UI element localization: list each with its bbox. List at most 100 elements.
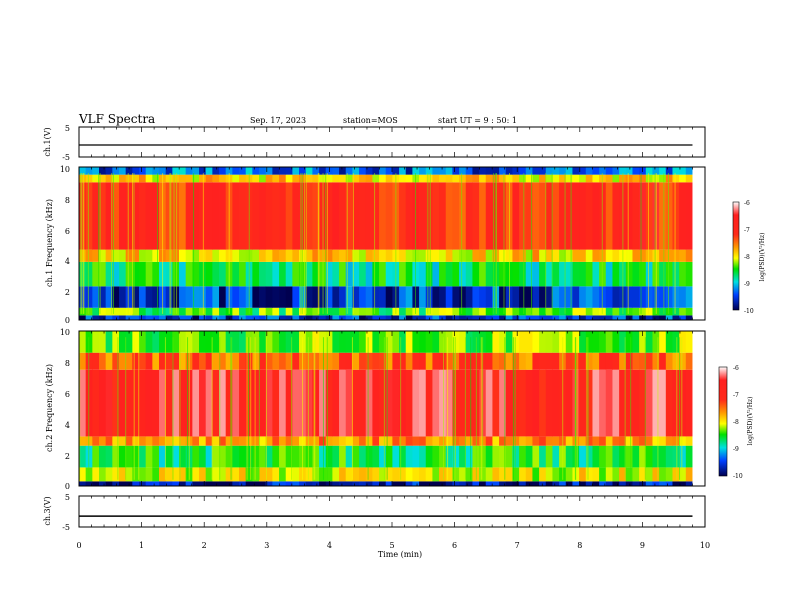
- spec1-cell: [199, 315, 207, 320]
- spec2-cell: [379, 352, 387, 370]
- spec2-cell: [359, 369, 367, 437]
- spec1-cell: [685, 249, 693, 262]
- spec1-cell: [119, 167, 127, 175]
- spec1-cell: [612, 307, 620, 316]
- spec2-streak: [125, 337, 127, 480]
- spec2-cell: [505, 445, 513, 468]
- spec2-cell: [139, 467, 147, 482]
- xtick-8: 8: [577, 541, 582, 550]
- spec2-cell: [152, 467, 160, 482]
- spec1-cell: [625, 174, 633, 183]
- spec1-cell: [632, 167, 640, 175]
- spec2-cell: [459, 436, 467, 446]
- spec2-cell: [459, 445, 467, 468]
- spec2-cell: [245, 481, 253, 486]
- spec2-cell: [219, 481, 227, 486]
- spec1-cell: [552, 249, 560, 262]
- spec1-cell: [425, 307, 433, 316]
- spec1-cell: [332, 307, 340, 316]
- spec2-cell: [99, 467, 107, 482]
- spec2-cell: [445, 331, 453, 353]
- spec2-cell: [685, 481, 693, 486]
- spec1-streak: [654, 173, 656, 314]
- spec2-cell: [459, 369, 467, 437]
- spec1-cell: [199, 286, 207, 308]
- spec2-cell: [372, 481, 380, 486]
- spec1-cell: [632, 182, 640, 250]
- spec1-cell: [472, 315, 480, 320]
- spec2-cell: [92, 481, 100, 486]
- spec1-cell: [332, 182, 340, 250]
- spec1-cell: [165, 174, 173, 183]
- spec1-cell: [232, 182, 240, 250]
- spec2-cell: [579, 352, 587, 370]
- spec1-cell: [345, 261, 353, 287]
- start-time-label: start UT = 9 : 50: 1: [438, 116, 517, 125]
- spec1-streak: [80, 173, 82, 314]
- spec2-cell: [139, 369, 147, 437]
- spec2-cell: [612, 369, 620, 437]
- spec1-cell: [659, 249, 667, 262]
- spec2-cell: [525, 467, 533, 482]
- spec2-cell: [619, 445, 627, 468]
- spec1-cell: [252, 182, 260, 250]
- spec2-cell: [339, 481, 347, 486]
- ch1-spec-ytick-10: 10: [60, 165, 70, 174]
- spec2-streak: [587, 337, 589, 480]
- spec1-cell: [365, 174, 373, 183]
- spec1-cell: [252, 174, 260, 183]
- spec1-cell: [139, 307, 147, 316]
- spec1-cell: [379, 249, 387, 262]
- spec1-cell: [579, 261, 587, 287]
- spec2-cell: [199, 445, 207, 468]
- spec2-cell: [525, 445, 533, 468]
- xtick-1: 1: [139, 541, 144, 550]
- spec2-cell: [159, 331, 167, 353]
- ch1-cb-tick-10: -10: [744, 308, 754, 315]
- spec1-cell: [612, 315, 620, 320]
- spec1-cell: [372, 286, 380, 308]
- spec2-cell: [205, 467, 213, 482]
- spec2-streak: [562, 337, 564, 480]
- spec2-cell: [112, 436, 120, 446]
- spec1-cell: [419, 261, 427, 287]
- spec2-cell: [672, 481, 680, 486]
- spec2-cell: [279, 369, 287, 437]
- spec1-cell: [132, 174, 140, 183]
- spec2-cell: [399, 369, 407, 437]
- spec1-streak: [415, 173, 417, 314]
- spec1-cell: [212, 286, 220, 308]
- spec1-streak: [113, 173, 115, 314]
- date-label: Sep. 17, 2023: [250, 116, 306, 125]
- spec1-cell: [579, 307, 587, 316]
- spec2-cell: [319, 467, 327, 482]
- spec2-cell: [279, 436, 287, 446]
- spec2-cell: [492, 369, 500, 437]
- spec1-streak: [427, 173, 429, 314]
- spec1-cell: [265, 167, 273, 175]
- spec2-cell: [259, 467, 267, 482]
- spec2-cell: [579, 331, 587, 353]
- spec2-cell: [519, 331, 527, 353]
- spec1-cell: [105, 167, 113, 175]
- spec1-cell: [285, 261, 293, 287]
- spec1-cell: [352, 249, 360, 262]
- spec1-cell: [185, 167, 193, 175]
- spec1-streak: [601, 173, 603, 314]
- spec2-cell: [85, 481, 93, 486]
- spec1-cell: [305, 249, 313, 262]
- ch1-colorbar: -6 -7 -8 -9 -10 log(PSD)(V²/Hz): [732, 200, 766, 315]
- spec2-cell: [319, 445, 327, 468]
- spec1-cell: [679, 249, 687, 262]
- spec2-cell: [532, 331, 540, 353]
- spec1-streak: [111, 173, 113, 314]
- spec2-cell: [445, 352, 453, 370]
- spec2-streak: [133, 337, 135, 480]
- spec2-cell: [485, 352, 493, 370]
- spec2-cell: [179, 369, 187, 437]
- spec1-cell: [139, 182, 147, 250]
- spec1-cell: [565, 286, 573, 308]
- spec2-cell: [599, 352, 607, 370]
- spec2-cell: [119, 369, 127, 437]
- spec2-cell: [305, 369, 313, 437]
